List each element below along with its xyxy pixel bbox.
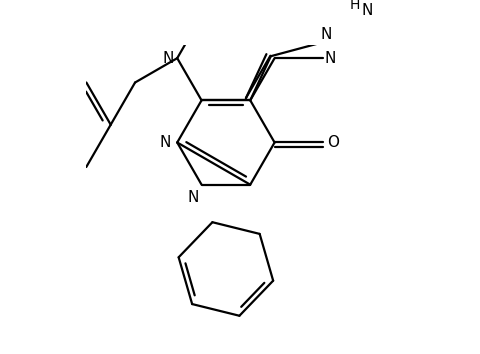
- Text: N: N: [361, 3, 372, 18]
- Text: N: N: [321, 27, 332, 42]
- Text: H: H: [350, 0, 360, 12]
- Text: N: N: [159, 135, 171, 150]
- Text: N: N: [188, 190, 199, 205]
- Text: N: N: [324, 51, 336, 66]
- Text: N: N: [162, 51, 173, 66]
- Text: O: O: [327, 135, 339, 150]
